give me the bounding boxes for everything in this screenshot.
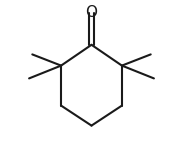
Text: O: O <box>85 5 98 20</box>
